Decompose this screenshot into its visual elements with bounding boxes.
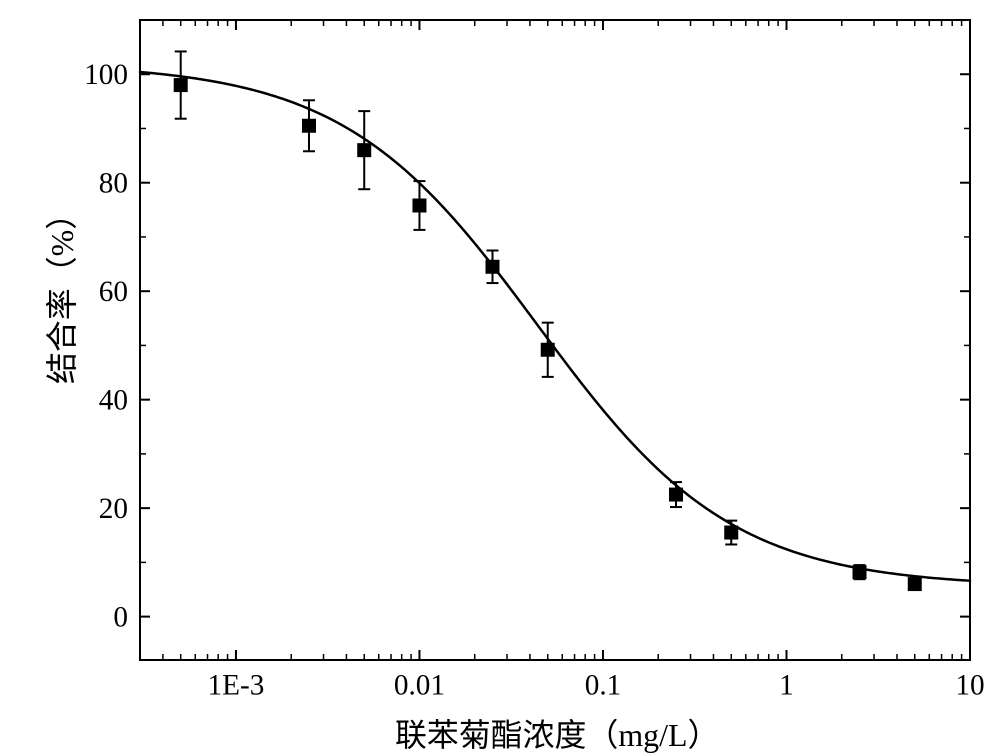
data-marker [486, 260, 499, 273]
data-marker [302, 119, 315, 132]
y-tick-label: 100 [84, 59, 128, 91]
chart-svg: 1E-30.010.1110020406080100 [0, 0, 1000, 756]
data-marker [541, 343, 554, 356]
x-axis-title: 联苯菊酯浓度（mg/L） [395, 710, 719, 756]
y-tick-label: 20 [99, 493, 128, 525]
x-tick-label: 1E-3 [208, 670, 265, 702]
x-tick-label: 0.1 [585, 670, 622, 702]
data-marker [413, 199, 426, 212]
data-marker [174, 79, 187, 92]
x-tick-label: 1 [779, 670, 794, 702]
chart-container: 1E-30.010.1110020406080100 结合率（%） 联苯菊酯浓度… [0, 0, 1000, 756]
y-tick-label: 40 [99, 385, 128, 417]
data-marker [853, 566, 866, 579]
x-tick-label: 10 [955, 670, 984, 702]
x-tick-label: 0.01 [394, 670, 445, 702]
fit-curve [140, 72, 970, 581]
data-marker [725, 526, 738, 539]
y-tick-label: 0 [113, 602, 128, 634]
data-marker [908, 578, 921, 591]
y-axis-title: 结合率（%） [37, 314, 83, 384]
y-tick-label: 60 [99, 276, 128, 308]
data-marker [670, 488, 683, 501]
data-marker [358, 144, 371, 157]
y-tick-label: 80 [99, 168, 128, 200]
